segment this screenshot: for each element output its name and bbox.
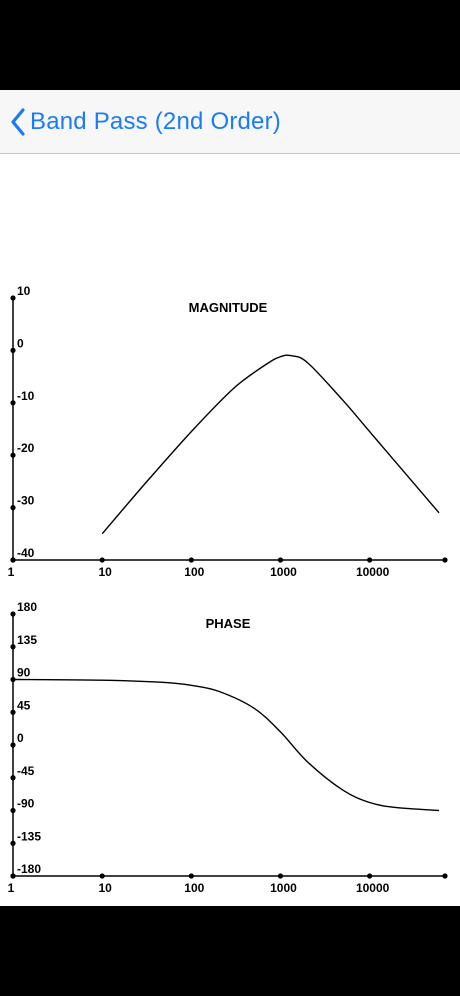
status-bar-area [0, 0, 460, 90]
magnitude-y-tick-dot [10, 452, 16, 458]
phase-x-tick-dot [277, 873, 284, 879]
phase-title: PHASE [206, 616, 251, 631]
phase-y-tick-label: 45 [17, 698, 31, 712]
magnitude-x-tick-label: 100 [184, 565, 204, 579]
magnitude-y-tick-label: -10 [17, 389, 35, 403]
phase-y-tick-label: 135 [17, 633, 37, 647]
magnitude-y-tick-label: -20 [17, 441, 35, 455]
magnitude-y-tick-dot [10, 400, 16, 406]
phase-x-tick-label: 10 [98, 881, 112, 895]
phase-y-tick-dot [10, 742, 16, 748]
phase-y-tick-dot [10, 644, 16, 650]
magnitude-x-tick-label: 10 [98, 565, 112, 579]
phase-x-tick-dot [99, 873, 105, 879]
magnitude-x-tick-label: 1000 [270, 565, 297, 579]
magnitude-x-tick-label: 10000 [356, 565, 390, 579]
phase-x-tick-dot [188, 873, 194, 879]
back-button[interactable]: Band Pass (2nd Order) [10, 90, 281, 154]
phase-y-tick-label: -45 [17, 764, 35, 778]
phase-x-tick-dot [367, 873, 373, 879]
phase-y-tick-dot [10, 840, 16, 846]
phase-x-tick-label: 10000 [356, 881, 390, 895]
magnitude-y-tick-label: -30 [17, 494, 35, 508]
phase-y-tick-label: 90 [17, 666, 31, 680]
magnitude-x-tick-dot [367, 557, 373, 563]
phase-x-tick-dot [10, 873, 16, 879]
phase-y-tick-dot [10, 611, 16, 617]
phase-x-tick-label: 1000 [270, 881, 297, 895]
magnitude-x-tick-dot [188, 557, 194, 563]
chevron-left-icon [10, 108, 26, 136]
magnitude-title: MAGNITUDE [189, 300, 268, 315]
magnitude-y-tick-label: 10 [17, 284, 31, 298]
phase-x-axis-end-dot [442, 873, 448, 879]
phase-y-tick-label: -90 [17, 797, 35, 811]
phase-x-tick-label: 1 [8, 881, 15, 895]
magnitude-series-line [101, 354, 440, 535]
bottom-bar-area [0, 906, 460, 996]
phase-x-tick-label: 100 [184, 881, 204, 895]
phase-y-tick-dot [10, 709, 16, 715]
magnitude-x-axis-end-dot [442, 557, 448, 563]
magnitude-y-tick-label: 0 [17, 336, 24, 350]
magnitude-y-tick-dot [10, 347, 16, 353]
phase-y-tick-dot [10, 775, 16, 781]
navigation-bar: Band Pass (2nd Order) [0, 90, 460, 154]
magnitude-x-tick-dot [10, 557, 16, 563]
magnitude-x-tick-label: 1 [8, 565, 15, 579]
phase-y-tick-label: -180 [17, 862, 41, 876]
back-button-label: Band Pass (2nd Order) [30, 108, 281, 135]
phase-y-tick-dot [10, 807, 16, 814]
chart-content: MAGNITUDE 10 0 -10 -20 -30 -40 1 10 100 1000 10000 … [0, 154, 460, 906]
phase-y-tick-label: -135 [17, 829, 41, 843]
phase-y-tick-label: 0 [17, 731, 24, 745]
magnitude-x-tick-dot [277, 557, 284, 563]
magnitude-y-tick-dot [10, 505, 16, 511]
magnitude-y-tick-label: -40 [17, 546, 35, 560]
magnitude-x-tick-dot [99, 557, 105, 563]
phase-y-tick-label: 180 [17, 600, 37, 614]
phase-series-line [12, 678, 440, 812]
magnitude-y-tick-dot [10, 295, 16, 301]
